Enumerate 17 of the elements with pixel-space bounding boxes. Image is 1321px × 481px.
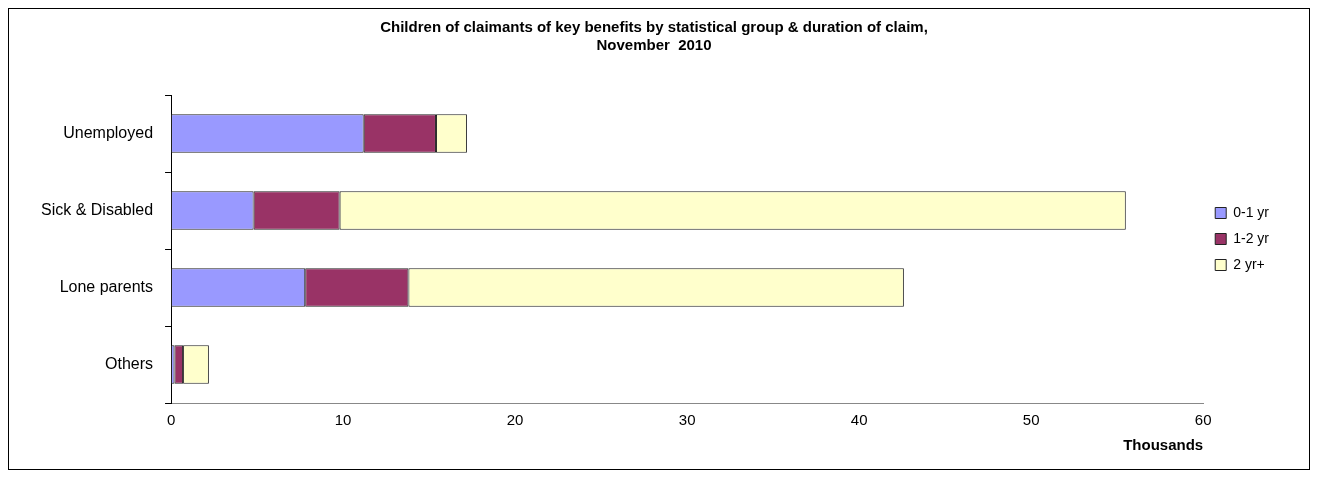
x-tick-label: 30 bbox=[678, 411, 696, 429]
x-tick-label: 60 bbox=[1194, 411, 1212, 429]
legend-label: 0-1 yr bbox=[1233, 203, 1270, 220]
x-tick-label: 10 bbox=[334, 411, 352, 429]
legend-label: 2 yr+ bbox=[1233, 255, 1265, 272]
x-tick-label: 0 bbox=[166, 411, 176, 429]
x-tick-label: 50 bbox=[1022, 411, 1040, 429]
y-tick-label: Others bbox=[105, 354, 154, 372]
text: November 2010 bbox=[596, 36, 712, 54]
legend-label: 1-2 yr bbox=[1233, 229, 1270, 246]
x-axis-title: Thousands bbox=[1123, 436, 1204, 454]
y-tick-label: Unemployed bbox=[63, 123, 154, 141]
x-tick-label: 20 bbox=[506, 411, 524, 429]
y-tick-label: Sick & Disabled bbox=[41, 200, 154, 218]
y-tick-label: Lone parents bbox=[59, 277, 154, 295]
x-tick-label: 40 bbox=[850, 411, 868, 429]
text: Children of claimants of key benefits by statistical group & duration of claim, bbox=[380, 18, 928, 36]
